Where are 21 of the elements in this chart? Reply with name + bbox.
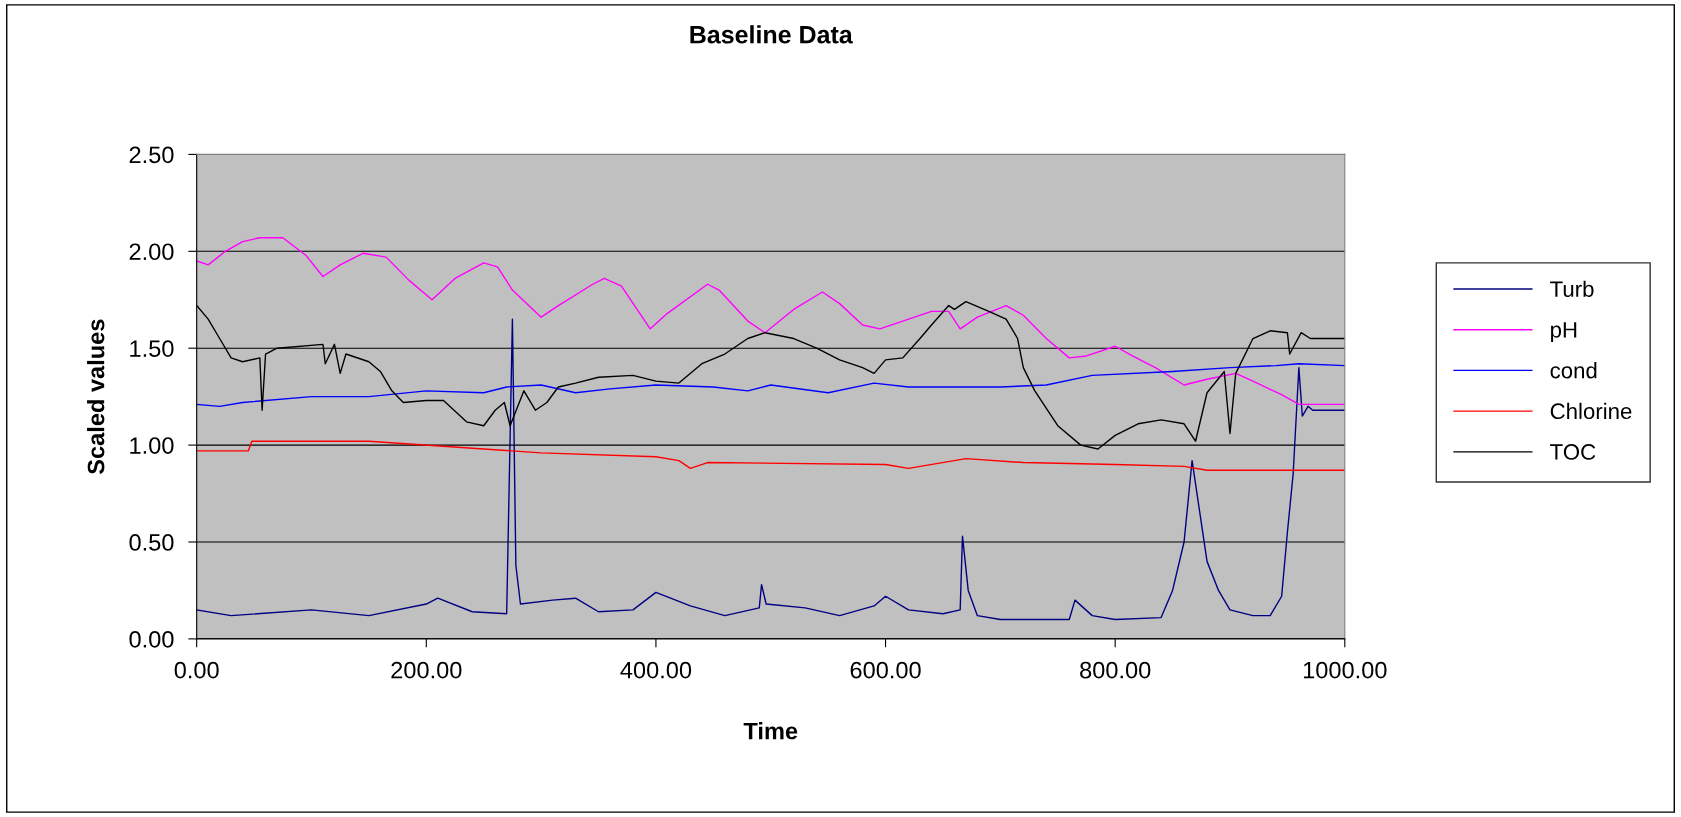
legend-label: TOC (1550, 444, 1596, 460)
x-tick-label: 400.00 (620, 661, 692, 679)
y-tick-label: 2.50 (129, 146, 174, 164)
y-tick-label: 0.00 (129, 630, 174, 648)
x-tick-label: 200.00 (391, 661, 462, 679)
legend-label: cond (1550, 362, 1597, 379)
y-tick-label: 1.50 (130, 340, 174, 357)
legend-label: pH (1551, 322, 1577, 343)
x-tick-label: 0.00 (174, 661, 219, 679)
x-tick-label: 600.00 (850, 661, 921, 679)
legend-label: Chlorine (1550, 402, 1632, 420)
y-tick-label: 0.50 (129, 534, 174, 551)
x-axis-title: Time (743, 722, 798, 740)
chart-title: Baseline Data (690, 25, 853, 44)
y-tick-label: 1.00 (130, 437, 174, 454)
y-tick-label: 2.00 (129, 243, 174, 261)
legend-label: Turb (1550, 280, 1594, 297)
line-series (196, 363, 1345, 408)
y-axis-title: Scaled values (87, 319, 105, 475)
x-tick-label: 1000.00 (1303, 661, 1387, 679)
x-tick-label: 800.00 (1080, 661, 1151, 679)
